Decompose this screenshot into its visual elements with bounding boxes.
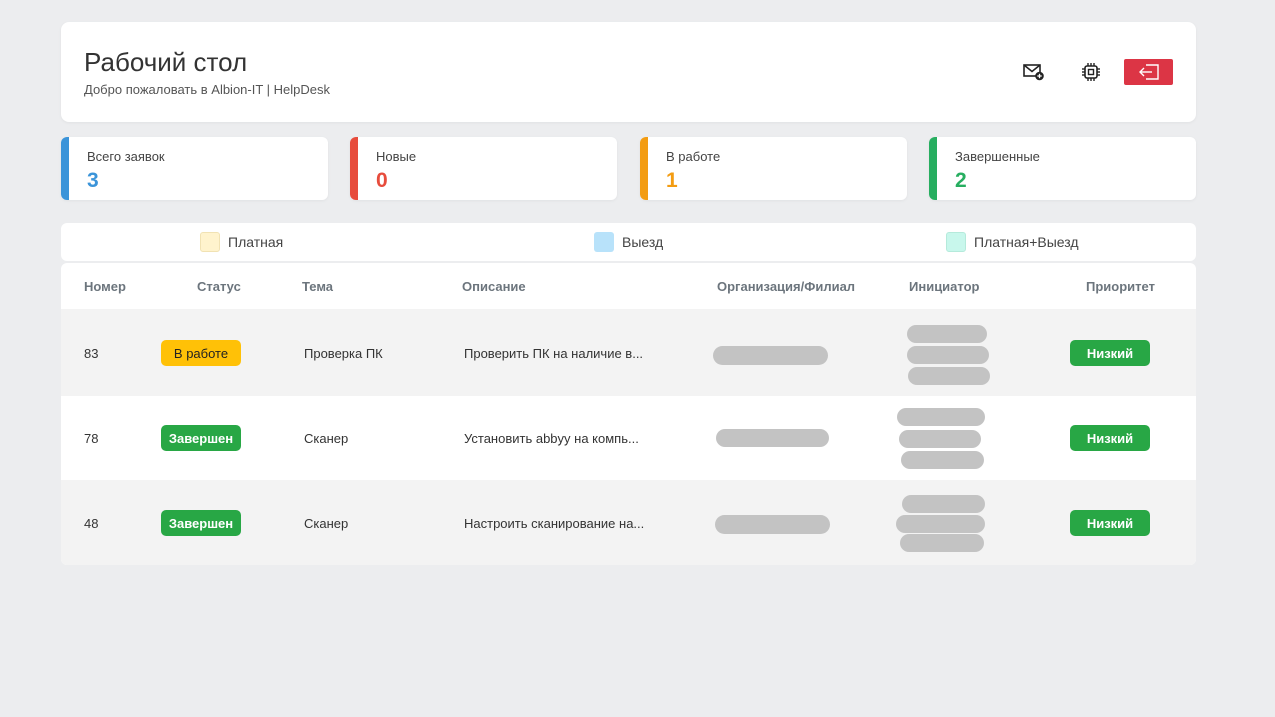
ticket-description: Установить abbyy на компь... [464, 431, 639, 446]
table-row[interactable]: 83 В работе Проверка ПК Проверить ПК на … [61, 309, 1196, 396]
legend-item-visit: Выезд [594, 232, 663, 252]
redacted-initiator [902, 495, 985, 513]
column-header-topic[interactable]: Тема [302, 279, 334, 294]
legend-swatch [200, 232, 220, 252]
redacted-initiator [900, 534, 984, 552]
legend-swatch [946, 232, 966, 252]
logout-icon [1138, 64, 1159, 80]
status-badge: В работе [161, 340, 241, 366]
stat-accent-bar [929, 137, 937, 200]
stat-accent-bar [350, 137, 358, 200]
stat-card-completed[interactable]: Завершенные 2 [929, 137, 1196, 200]
ticket-topic: Сканер [304, 431, 349, 446]
legend-label: Платная [228, 234, 284, 250]
ticket-number: 48 [84, 516, 99, 531]
redacted-initiator [908, 367, 990, 385]
stat-card-total[interactable]: Всего заявок 3 [61, 137, 328, 200]
mail-plus-icon [1023, 64, 1044, 81]
chip-icon [1082, 63, 1100, 81]
stat-value: 2 [955, 169, 967, 192]
redacted-initiator [907, 346, 989, 364]
legend-item-paid-visit: Платная+Выезд [946, 232, 1079, 252]
redacted-initiator [899, 430, 981, 448]
system-button[interactable] [1078, 59, 1104, 85]
column-header-number[interactable]: Номер [84, 279, 126, 294]
ticket-number: 78 [84, 431, 99, 446]
stat-card-new[interactable]: Новые 0 [350, 137, 617, 200]
redacted-organization [715, 515, 830, 534]
page-subtitle: Добро пожаловать в Albion-IT | HelpDesk [84, 82, 331, 97]
ticket-description: Настроить сканирование на... [464, 516, 645, 531]
status-badge: Завершен [161, 425, 241, 451]
stat-value: 0 [376, 169, 388, 192]
redacted-initiator [897, 408, 985, 426]
stat-value: 3 [87, 169, 99, 192]
legend-label: Выезд [622, 234, 664, 250]
logout-button[interactable] [1124, 59, 1173, 85]
header-panel: Рабочий стол Добро пожаловать в Albion-I… [61, 22, 1196, 122]
stat-label: Всего заявок [87, 149, 165, 164]
ticket-topic: Сканер [304, 516, 349, 531]
stat-label: В работе [666, 149, 721, 164]
column-header-initiator[interactable]: Инициатор [909, 279, 980, 294]
stat-value: 1 [666, 169, 678, 192]
legend-item-paid: Платная [200, 232, 283, 252]
priority-badge: Низкий [1070, 340, 1150, 366]
tickets-table: Номер Статус Тема Описание Организация/Ф… [61, 263, 1196, 565]
redacted-initiator [896, 515, 985, 533]
table-row[interactable]: 48 Завершен Сканер Настроить сканировани… [61, 480, 1196, 565]
priority-badge: Низкий [1070, 425, 1150, 451]
redacted-organization [716, 429, 829, 447]
stat-accent-bar [61, 137, 69, 200]
column-header-description[interactable]: Описание [462, 279, 526, 294]
ticket-topic: Проверка ПК [304, 346, 383, 361]
redacted-initiator [907, 325, 987, 343]
column-header-status[interactable]: Статус [197, 279, 241, 294]
stat-label: Завершенные [955, 149, 1040, 164]
status-badge: Завершен [161, 510, 241, 536]
redacted-organization [713, 346, 828, 365]
new-message-button[interactable] [1021, 59, 1047, 85]
column-header-organization[interactable]: Организация/Филиал [717, 279, 856, 294]
table-row[interactable]: 78 Завершен Сканер Установить abbyy на к… [61, 396, 1196, 480]
table-header: Номер Статус Тема Описание Организация/Ф… [61, 263, 1196, 309]
priority-badge: Низкий [1070, 510, 1150, 536]
legend-label: Платная+Выезд [974, 234, 1079, 250]
ticket-number: 83 [84, 346, 99, 361]
stat-card-in-progress[interactable]: В работе 1 [640, 137, 907, 200]
ticket-description: Проверить ПК на наличие в... [464, 346, 644, 361]
page-title: Рабочий стол [84, 47, 248, 77]
column-header-priority[interactable]: Приоритет [1086, 279, 1155, 294]
redacted-initiator [901, 451, 984, 469]
legend-swatch [594, 232, 614, 252]
stat-accent-bar [640, 137, 648, 200]
legend-panel: Платная Выезд Платная+Выезд [61, 223, 1196, 261]
stat-label: Новые [376, 149, 417, 164]
